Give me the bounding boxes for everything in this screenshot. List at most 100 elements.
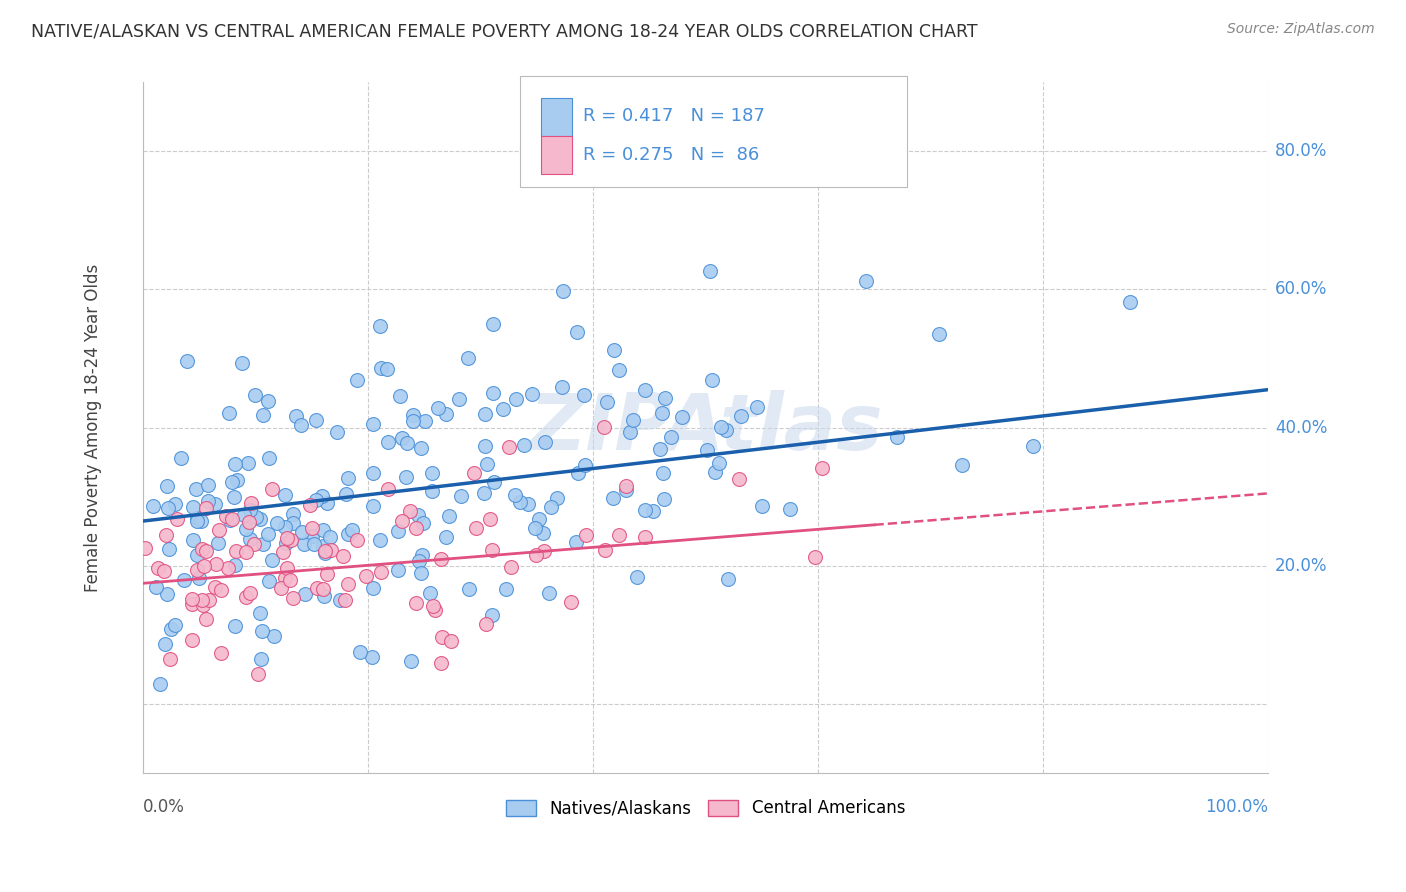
Point	[240, 496, 263, 510]
Point	[314, 546, 336, 560]
Point	[602, 491, 624, 505]
Point	[250, 652, 273, 666]
Point	[305, 413, 328, 427]
Point	[361, 581, 384, 595]
Point	[411, 548, 433, 562]
Point	[329, 593, 352, 607]
Point	[305, 493, 328, 508]
Point	[292, 537, 315, 551]
Point	[312, 589, 335, 603]
Point	[246, 667, 269, 681]
Point	[709, 456, 731, 470]
Point	[811, 460, 834, 475]
Point	[332, 549, 354, 563]
Point	[391, 431, 413, 445]
Point	[252, 537, 274, 551]
Point	[208, 523, 231, 537]
Point	[437, 509, 460, 524]
Point	[235, 590, 257, 604]
Point	[188, 571, 211, 585]
Point	[538, 586, 561, 600]
Point	[520, 387, 543, 401]
Point	[447, 392, 470, 407]
Point	[312, 582, 335, 597]
Point	[156, 587, 179, 601]
Point	[634, 503, 657, 517]
Point	[560, 595, 582, 609]
Point	[478, 512, 501, 526]
Point	[436, 530, 458, 544]
Point	[671, 410, 693, 425]
Point	[156, 501, 179, 516]
Point	[440, 634, 463, 648]
Point	[342, 523, 364, 537]
Point	[418, 586, 440, 600]
Point	[274, 571, 297, 585]
Point	[361, 499, 384, 513]
Point	[181, 533, 204, 547]
Point	[218, 406, 240, 420]
Point	[198, 593, 221, 607]
Point	[1119, 295, 1142, 310]
Point	[239, 532, 262, 546]
Point	[219, 513, 242, 527]
Text: 40.0%: 40.0%	[1275, 418, 1327, 437]
Point	[434, 407, 457, 421]
Point	[481, 543, 503, 558]
Point	[305, 581, 328, 595]
Point	[250, 624, 273, 639]
Point	[197, 477, 219, 491]
Point	[652, 491, 675, 506]
Point	[294, 587, 316, 601]
Point	[224, 457, 246, 471]
Point	[316, 567, 339, 582]
Point	[702, 373, 724, 387]
Point	[423, 602, 446, 616]
Point	[481, 607, 503, 622]
Text: R = 0.275   N =  86: R = 0.275 N = 86	[583, 146, 759, 164]
Point	[222, 491, 245, 505]
Point	[273, 520, 295, 534]
Point	[567, 467, 589, 481]
Text: 0.0%: 0.0%	[143, 798, 186, 816]
Point	[422, 599, 444, 613]
Point	[312, 539, 335, 553]
Point	[482, 317, 505, 331]
Point	[402, 409, 425, 423]
Point	[311, 523, 333, 537]
Point	[387, 524, 409, 539]
Point	[430, 551, 453, 566]
Point	[474, 407, 496, 421]
Point	[299, 498, 322, 512]
Point	[337, 527, 360, 541]
Point	[596, 395, 619, 409]
Point	[333, 593, 356, 607]
Point	[482, 475, 505, 489]
Point	[336, 577, 359, 591]
Point	[710, 420, 733, 434]
Point	[377, 483, 399, 497]
Point	[155, 528, 177, 542]
Point	[699, 264, 721, 278]
Point	[405, 521, 427, 535]
Point	[603, 343, 626, 357]
Point	[751, 499, 773, 513]
Point	[209, 646, 232, 660]
Point	[204, 497, 226, 511]
Point	[326, 425, 349, 439]
Point	[157, 542, 180, 557]
Point	[634, 530, 657, 544]
Point	[512, 438, 534, 452]
Point	[886, 430, 908, 444]
Point	[243, 388, 266, 402]
Point	[717, 573, 740, 587]
Point	[482, 385, 505, 400]
Point	[221, 475, 243, 489]
Point	[186, 563, 208, 577]
Point	[193, 559, 215, 574]
Point	[523, 521, 546, 535]
Point	[180, 591, 202, 606]
Point	[319, 542, 342, 557]
Point	[804, 550, 827, 565]
Point	[195, 501, 218, 516]
